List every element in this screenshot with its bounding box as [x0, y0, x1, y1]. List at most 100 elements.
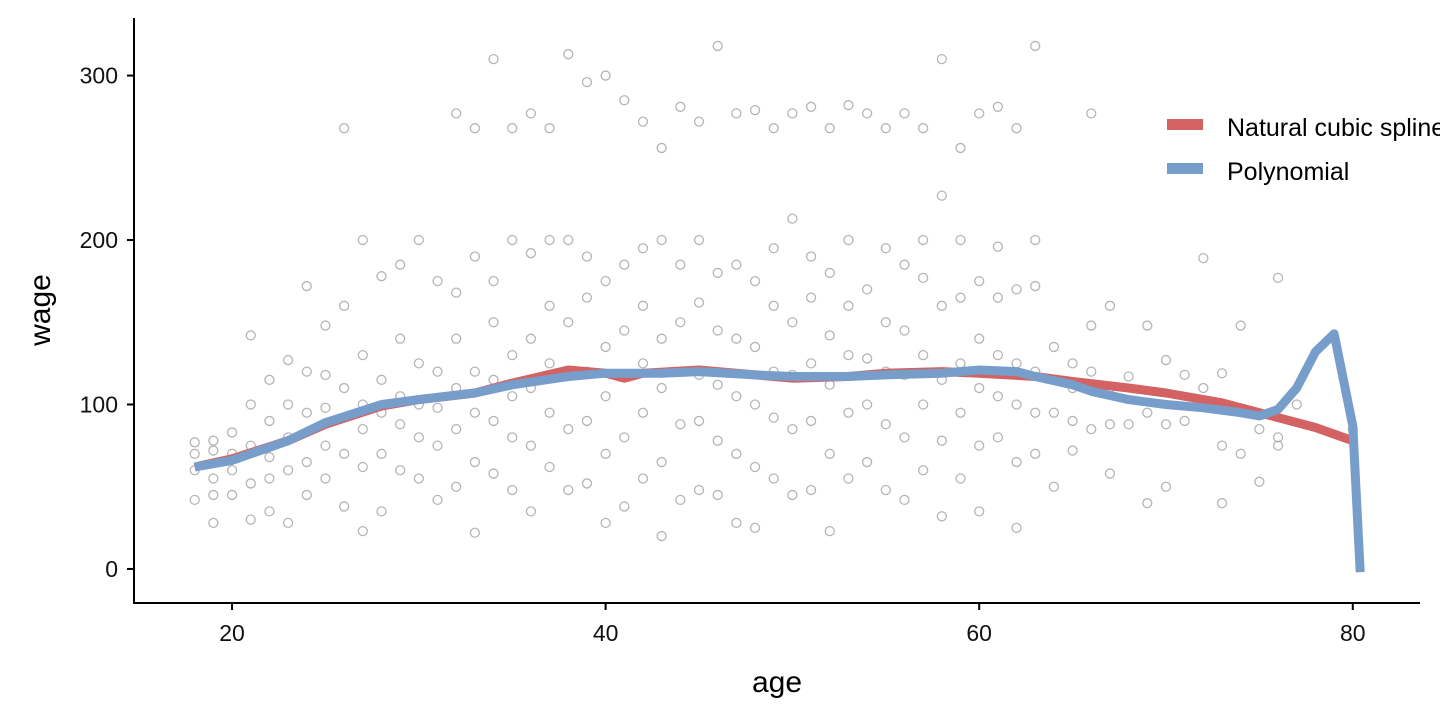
data-point: [731, 333, 742, 344]
data-point: [226, 427, 238, 438]
data-point: [768, 123, 779, 134]
data-point: [918, 234, 929, 246]
data-point: [619, 501, 630, 512]
data-point: [301, 407, 312, 418]
data-point: [656, 234, 667, 246]
data-point: [656, 382, 667, 394]
data-point: [600, 341, 611, 353]
data-point: [843, 350, 854, 361]
data-point: [936, 435, 947, 446]
data-point: [376, 448, 387, 459]
data-point: [992, 391, 1004, 402]
data-point: [432, 440, 443, 451]
data-point: [208, 445, 219, 456]
data-point: [1011, 456, 1022, 468]
data-point: [731, 391, 742, 402]
data-point: [507, 234, 518, 246]
data-point: [395, 259, 406, 270]
data-point: [637, 358, 649, 369]
data-point: [1198, 252, 1209, 264]
data-point: [749, 104, 761, 116]
data-point: [245, 399, 256, 410]
data-point: [469, 123, 481, 134]
data-point: [1179, 415, 1190, 427]
data-point: [880, 484, 891, 496]
data-point: [861, 108, 873, 119]
data-point: [992, 292, 1004, 303]
data-point: [880, 317, 891, 328]
data-point: [338, 448, 350, 459]
data-point: [1198, 382, 1209, 394]
data-point: [469, 456, 481, 468]
data-point: [1216, 498, 1228, 509]
data-point: [208, 473, 219, 484]
data-point: [936, 53, 947, 65]
data-point: [1254, 476, 1265, 487]
data-point: [1011, 358, 1022, 369]
data-point: [712, 435, 723, 446]
data-point: [469, 407, 481, 418]
legend-label-spline: Natural cubic spline: [1227, 114, 1440, 142]
data-point: [992, 350, 1004, 361]
data-point: [264, 415, 275, 427]
data-point: [693, 234, 705, 246]
data-point: [525, 506, 537, 517]
data-point: [1048, 481, 1060, 492]
data-point: [1235, 448, 1246, 459]
y-tick-label: 0: [105, 556, 118, 582]
data-point: [787, 213, 798, 224]
x-tick-label: 80: [1340, 620, 1366, 646]
data-point: [955, 473, 966, 484]
data-point: [918, 399, 929, 410]
data-point: [805, 251, 817, 262]
data-point: [1272, 272, 1284, 284]
data-point: [1216, 440, 1228, 451]
data-point: [619, 259, 630, 270]
data-point: [1067, 358, 1078, 369]
data-point: [1272, 440, 1284, 451]
data-point: [525, 248, 537, 259]
data-point: [805, 415, 817, 427]
x-tick-label: 40: [593, 620, 619, 646]
data-point: [544, 461, 555, 473]
data-point: [600, 448, 611, 459]
data-point: [544, 300, 555, 311]
data-point: [731, 108, 742, 119]
data-point: [563, 49, 574, 60]
data-point: [1030, 407, 1041, 418]
data-point: [451, 333, 462, 344]
data-point: [637, 407, 649, 418]
data-point: [918, 465, 929, 476]
data-point: [282, 399, 294, 410]
data-point: [619, 95, 630, 106]
y-tick-label: 300: [80, 63, 118, 89]
data-point: [432, 275, 443, 287]
data-point: [768, 243, 779, 254]
data-point: [469, 366, 481, 377]
data-point: [451, 481, 462, 492]
data-point: [1067, 415, 1078, 427]
data-point: [805, 101, 817, 112]
data-point: [637, 300, 649, 311]
data-point: [899, 108, 910, 119]
data-point: [488, 275, 499, 287]
data-point: [955, 234, 966, 246]
data-point: [189, 494, 200, 506]
scatter-points: [189, 40, 1358, 542]
data-point: [1160, 354, 1172, 366]
data-point: [376, 374, 387, 385]
fit-lines: [193, 329, 1365, 573]
data-point: [936, 300, 947, 311]
data-point: [1030, 40, 1041, 52]
data-point: [843, 100, 854, 111]
data-point: [1160, 481, 1172, 492]
data-point: [936, 511, 947, 522]
data-point: [656, 530, 667, 542]
data-point: [824, 123, 835, 134]
data-point: [619, 325, 630, 336]
data-point: [974, 275, 985, 287]
data-point: [824, 525, 835, 537]
data-point: [1086, 320, 1097, 331]
data-point: [525, 108, 537, 119]
data-point: [955, 292, 966, 303]
